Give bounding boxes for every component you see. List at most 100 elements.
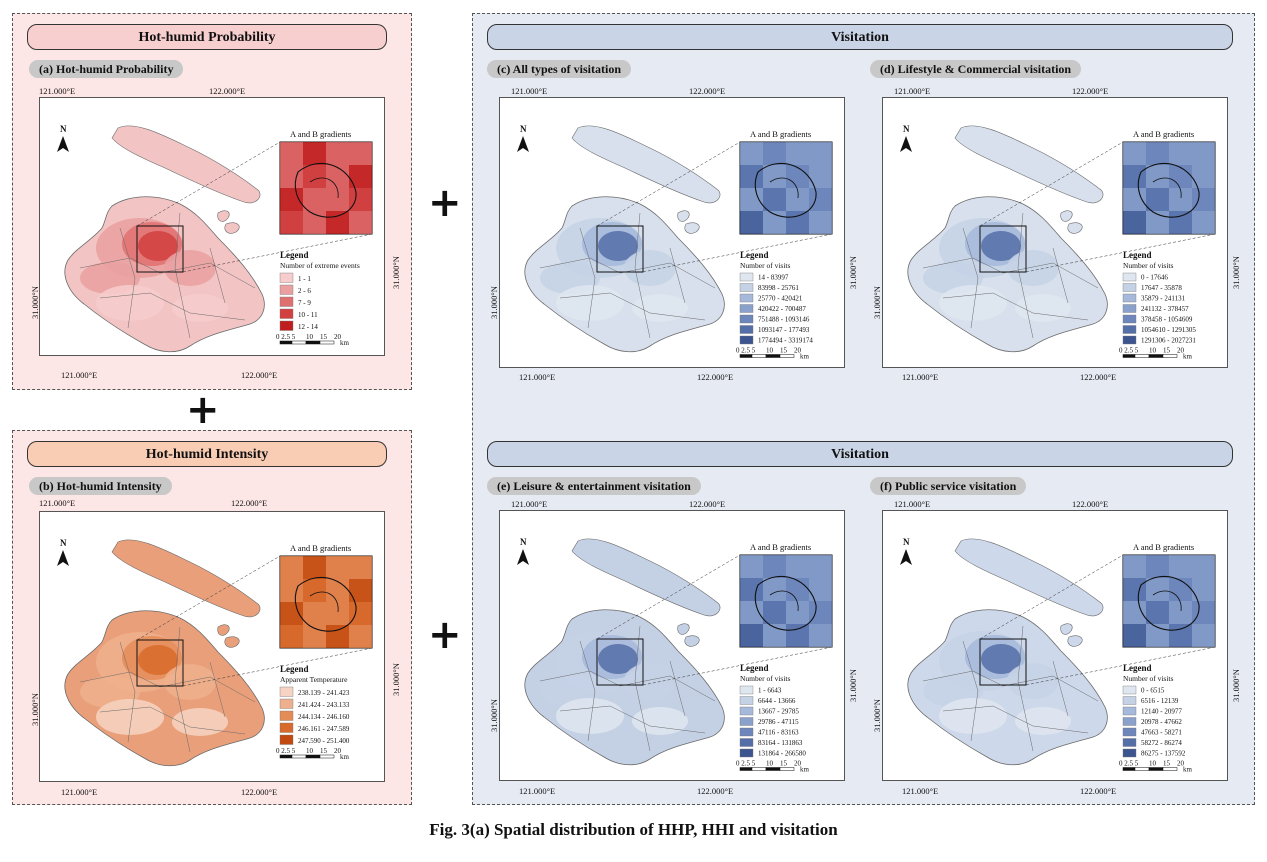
inset-leader-line — [642, 233, 833, 273]
lat-right: 31.000°N — [848, 256, 858, 289]
district-boundary — [1052, 247, 1069, 304]
inset-tile — [809, 188, 832, 211]
lon-bottom-right: 122.000°E — [697, 372, 734, 382]
district-boundary — [119, 641, 136, 743]
inset-title: A and B gradients — [750, 542, 811, 552]
lon-bottom-right: 122.000°E — [241, 787, 278, 797]
legend-item-label: 241132 - 378457 — [1141, 305, 1189, 313]
inset-tile — [326, 556, 349, 579]
district-patch — [556, 285, 624, 321]
study-area-box — [979, 638, 1027, 686]
lat-left: 31.000°N — [872, 699, 882, 732]
inset-tile — [349, 211, 372, 234]
legend-item-label: 58272 - 86274 — [1141, 739, 1182, 747]
legend-swatch — [279, 320, 294, 331]
legend-swatch — [1122, 304, 1137, 313]
legend-item-label: 83998 - 25761 — [758, 284, 799, 292]
inset-leader-line — [596, 554, 741, 640]
legend-item-label: 131864 - 266580 — [758, 750, 806, 758]
inset-tile — [1192, 165, 1215, 188]
island-shape — [224, 636, 240, 648]
district-boundary — [634, 212, 651, 339]
legend-swatch — [739, 283, 754, 292]
scale-bar-segment — [1134, 354, 1150, 358]
inset-tile — [326, 165, 349, 188]
inset-tile — [326, 188, 349, 211]
legend-item-label: 2 - 6 — [298, 287, 311, 295]
lat-left: 31.000°N — [872, 286, 882, 319]
legend-item-label: 6516 - 12139 — [1141, 697, 1179, 705]
inset-tile — [280, 579, 303, 602]
scale-bar-segment — [1148, 767, 1164, 771]
lon-bottom-left: 121.000°E — [519, 786, 556, 796]
legend-item-label: 12 - 14 — [298, 323, 318, 331]
inset-leader-line — [979, 141, 1124, 227]
inset-tile — [740, 555, 763, 578]
legend-swatch — [739, 304, 754, 313]
district-boundary — [669, 660, 686, 717]
inset-tile — [763, 555, 786, 578]
chongming-island-shape — [111, 539, 261, 618]
district-patch — [96, 285, 164, 321]
legend-subtitle: Number of visits — [1123, 261, 1173, 270]
inset-tile — [326, 579, 349, 602]
district-boundary — [559, 292, 706, 321]
legend-swatch — [739, 696, 754, 705]
inset-tile — [809, 578, 832, 601]
legend-swatch — [1122, 717, 1137, 726]
district-patch — [598, 231, 638, 261]
legend-swatch — [739, 717, 754, 726]
scale-bar-label: 20 — [1177, 760, 1185, 768]
legend-item-label: 47116 - 83163 — [758, 729, 799, 737]
scale-bar-label: 0 2.5 5 — [1119, 760, 1139, 768]
island-shape — [684, 635, 700, 647]
legend-swatch — [1122, 293, 1137, 303]
inset-tile — [349, 602, 372, 625]
lon-top-right: 122.000°E — [209, 86, 246, 96]
inset-tile — [809, 165, 832, 188]
plus-sign-left: + — [186, 387, 220, 433]
scale-bar-segment — [739, 767, 753, 771]
scale-bar-segment — [1134, 767, 1150, 771]
chongming-island-shape — [571, 538, 721, 617]
scale-bar-label: 10 — [306, 333, 314, 341]
inset-tile — [1146, 142, 1169, 165]
district-boundary — [174, 626, 191, 753]
lat-right: 31.000°N — [1231, 669, 1241, 702]
inset-tile — [280, 188, 303, 211]
lon-bottom-left: 121.000°E — [61, 787, 98, 797]
district-patch — [1007, 663, 1059, 699]
inset-tile — [1123, 601, 1146, 624]
inset-tile — [349, 165, 372, 188]
legend-swatch — [1122, 738, 1137, 747]
lon-bottom-left: 121.000°E — [61, 370, 98, 380]
island-shape — [677, 623, 690, 635]
legend-item-label: 86275 - 137592 — [1141, 750, 1186, 758]
island-shape — [684, 222, 700, 234]
inset-tile — [740, 601, 763, 624]
district-patch — [632, 294, 688, 322]
inset-tile — [786, 188, 809, 211]
scale-bar-unit: km — [340, 339, 350, 347]
hhp-panel: Hot-humid Probability (a) Hot-humid Prob… — [12, 13, 412, 390]
scale-bar-segment — [279, 340, 293, 345]
chongming-island-shape — [954, 538, 1104, 617]
district-patch — [939, 698, 1007, 734]
map-b-label: (b) Hot-humid Intensity — [29, 477, 172, 495]
district-boundary — [1052, 660, 1069, 717]
legend-swatch — [279, 272, 294, 283]
legend-swatch — [1122, 314, 1137, 324]
district-patch — [556, 698, 624, 734]
inset-tile — [1192, 601, 1215, 624]
legend-subtitle: Number of visits — [740, 674, 790, 683]
north-label: N — [903, 537, 910, 547]
inset-tile — [326, 142, 349, 165]
district-boundary — [1017, 212, 1034, 339]
lat-right: 31.000°N — [391, 663, 401, 696]
legend-subtitle: Number of visits — [740, 261, 790, 270]
inset-leader-line — [136, 141, 281, 227]
legend-subtitle: Number of extreme events — [280, 261, 360, 270]
